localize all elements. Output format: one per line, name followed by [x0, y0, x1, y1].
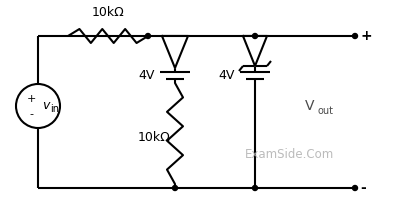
- Circle shape: [352, 185, 358, 191]
- Text: ExamSide.Com: ExamSide.Com: [245, 147, 335, 160]
- Text: +: +: [360, 29, 371, 43]
- Polygon shape: [162, 36, 188, 68]
- Text: -: -: [29, 109, 33, 119]
- Circle shape: [172, 185, 178, 191]
- Circle shape: [146, 34, 150, 39]
- Text: v: v: [42, 98, 49, 111]
- Text: 4V: 4V: [219, 69, 235, 82]
- Circle shape: [352, 34, 358, 39]
- Text: in: in: [50, 104, 59, 114]
- Text: 4V: 4V: [139, 69, 155, 82]
- Text: -: -: [360, 181, 366, 195]
- Text: 10kΩ: 10kΩ: [92, 6, 124, 19]
- Text: out: out: [317, 106, 333, 116]
- Circle shape: [253, 34, 257, 39]
- Text: 10kΩ: 10kΩ: [137, 131, 170, 144]
- Text: V: V: [305, 99, 314, 113]
- Text: +: +: [26, 94, 36, 104]
- Polygon shape: [243, 36, 267, 66]
- Circle shape: [253, 185, 257, 191]
